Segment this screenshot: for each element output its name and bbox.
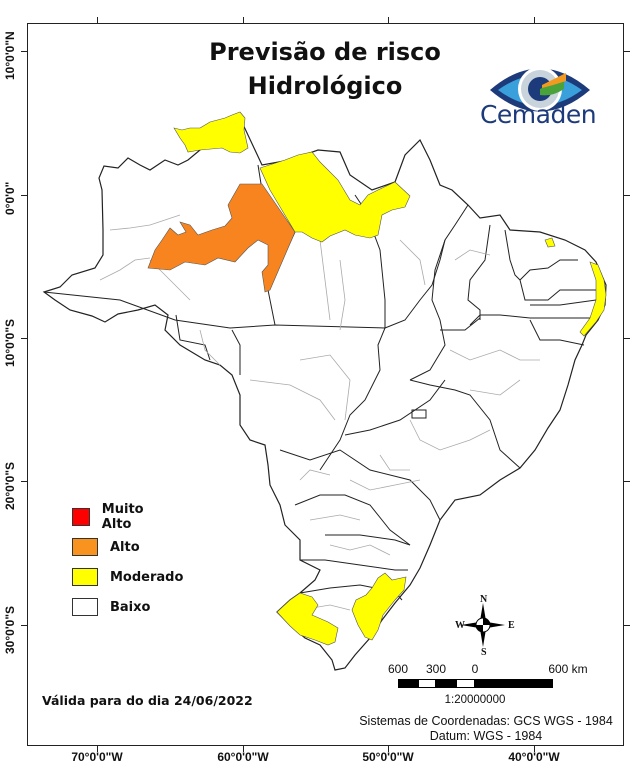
cemaden-logo-text: Cemaden — [479, 100, 597, 129]
legend-swatch-white — [72, 598, 98, 616]
scale-segment — [475, 679, 553, 688]
scale-label: 300 — [425, 662, 447, 676]
scale-label: 600 km — [548, 662, 588, 676]
legend-swatch-orange — [72, 538, 98, 556]
legend-swatch-red — [72, 508, 90, 526]
tick — [21, 195, 27, 196]
legend-label: Baixo — [110, 599, 151, 615]
scale-segment — [398, 679, 418, 688]
compass-south-label: S — [481, 647, 487, 658]
scale-label: 0 — [471, 662, 479, 676]
datum-line: Datum: WGS - 1984 — [429, 729, 543, 743]
compass-east-label: E — [508, 620, 515, 631]
scale-segment — [436, 679, 456, 688]
tick — [534, 746, 535, 752]
title-line-1: Previsão de risco — [209, 38, 441, 66]
tick — [97, 17, 98, 23]
coordinate-system-note: Sistemas de Coordenadas: GCS WGS - 1984 … — [352, 714, 620, 744]
scale-segment — [418, 679, 436, 688]
tick — [388, 746, 389, 752]
risk-region-moderado — [173, 111, 249, 154]
longitude-label: 50°0'0"W — [362, 750, 414, 764]
longitude-label: 40°0'0"W — [508, 750, 560, 764]
legend-item-alto: Alto — [72, 537, 140, 557]
compass-north-label: N — [480, 594, 488, 605]
latitude-label: 0°0'0" — [3, 181, 17, 215]
longitude-label: 70°0'0"W — [71, 750, 123, 764]
tick — [21, 481, 27, 482]
valid-date: Válida para do dia 24/06/2022 — [42, 693, 253, 708]
tick — [624, 481, 630, 482]
latitude-label: 10°0'0"N — [3, 31, 17, 80]
risk-region-moderado — [579, 261, 607, 337]
map-title: Previsão de risco Hidrológico — [140, 35, 510, 103]
tick — [388, 17, 389, 23]
risk-region-moderado — [544, 237, 556, 248]
federal-district — [411, 409, 427, 419]
scale-label: 600 — [387, 662, 409, 676]
legend-label: Alto — [110, 539, 140, 555]
tick — [624, 338, 630, 339]
legend-swatch-yellow — [72, 568, 98, 586]
region-borders — [99, 214, 540, 611]
tick — [243, 746, 244, 752]
state-borders — [43, 164, 597, 601]
tick — [534, 17, 535, 23]
longitude-label: 60°0'0"W — [217, 750, 269, 764]
tick — [97, 746, 98, 752]
scale-ratio: 1:20000000 — [444, 694, 506, 706]
latitude-label: 30°0'0"S — [3, 605, 17, 654]
coordinate-system-line: Sistemas de Coordenadas: GCS WGS - 1984 — [359, 714, 613, 728]
tick — [21, 51, 27, 52]
compass-west-label: W — [455, 620, 465, 631]
risk-region-alto — [147, 183, 296, 293]
compass-rose-icon — [461, 603, 505, 647]
legend-item-baixo: Baixo — [72, 597, 150, 617]
tick — [624, 195, 630, 196]
cemaden-eye-logo-icon — [490, 67, 590, 112]
tick — [243, 17, 244, 23]
legend-item-moderado: Moderado — [72, 567, 183, 587]
tick — [624, 51, 630, 52]
title-line-2: Hidrológico — [247, 72, 403, 100]
latitude-label: 10°0'0"S — [3, 318, 17, 367]
brazil-risk-map — [42, 111, 607, 671]
legend-label: Moderado — [110, 569, 184, 585]
risk-region-moderado — [276, 592, 339, 646]
legend-label: Muito Alto — [101, 502, 144, 532]
risk-region-moderado — [351, 572, 407, 641]
scale-segment — [456, 679, 475, 688]
risk-region-moderado — [259, 151, 411, 243]
legend-item-muito-alto: Muito Alto — [72, 502, 152, 532]
tick — [624, 625, 630, 626]
latitude-label: 20°0'0"S — [3, 461, 17, 510]
tick — [21, 625, 27, 626]
tick — [21, 338, 27, 339]
